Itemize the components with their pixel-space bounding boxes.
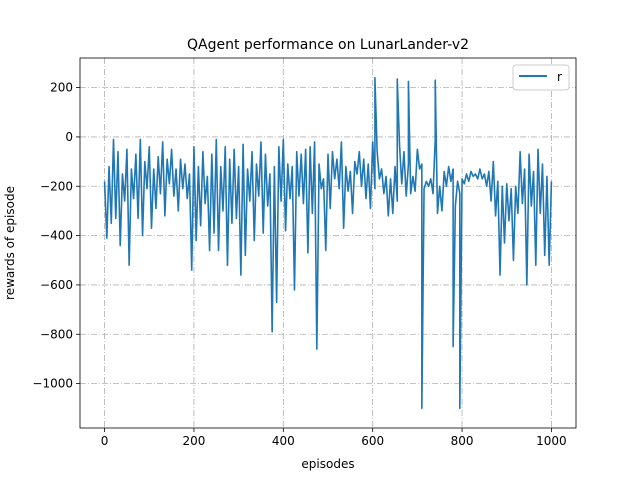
legend-label-r: r: [557, 70, 562, 84]
y-tick-label--800: −800: [40, 327, 73, 341]
y-tick-label-200: 200: [50, 81, 73, 95]
x-tick-label-400: 400: [272, 434, 295, 448]
x-axis-label: episodes: [301, 457, 354, 471]
y-tick-label--400: −400: [40, 229, 73, 243]
x-axis: 0 200 400 600 800 1000: [101, 428, 567, 448]
legend-box: [512, 64, 570, 91]
y-tick-label--1000: −1000: [32, 377, 73, 391]
y-tick-label-0: 0: [65, 130, 73, 144]
y-axis: 200 0 −200 −400 −600 −800 −1000: [32, 81, 80, 391]
series-line-r: [103, 76, 553, 410]
y-tick-label--200: −200: [40, 179, 73, 193]
y-axis-label: rewards of episode: [3, 186, 17, 300]
x-tick-label-1000: 1000: [536, 434, 567, 448]
plot-frame: [79, 57, 577, 429]
x-tick-label-0: 0: [101, 434, 109, 448]
series-layer: [103, 76, 553, 410]
x-tick-label-600: 600: [361, 434, 384, 448]
x-tick-label-200: 200: [182, 434, 205, 448]
legend: r: [512, 64, 570, 91]
y-tick-label--600: −600: [40, 278, 73, 292]
x-tick-label-800: 800: [451, 434, 474, 448]
chart-title: QAgent performance on LunarLander-v2: [187, 37, 469, 53]
